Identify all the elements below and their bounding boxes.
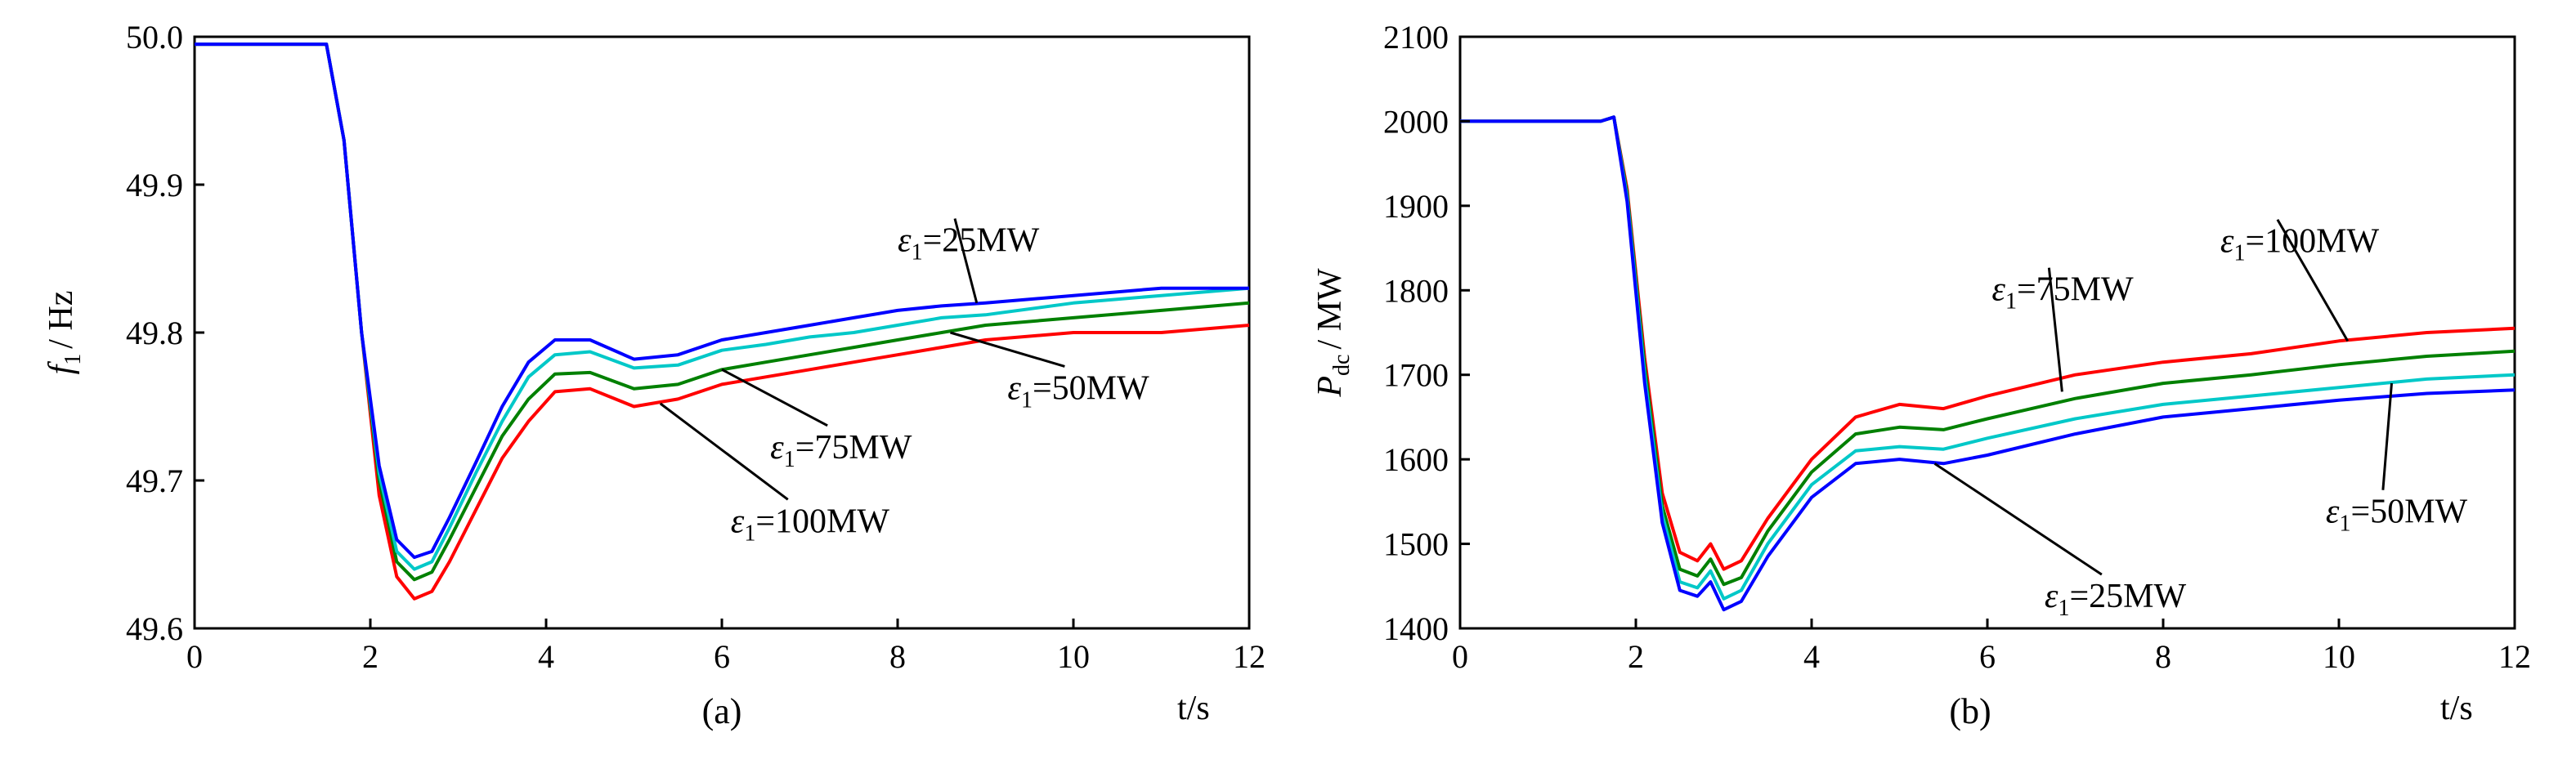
annotation-leader — [2047, 267, 2063, 392]
annotation-label: ε1=100MW — [2220, 223, 2380, 266]
ticks-layer-b: 0 2 4 6 8 10 12 1400 1500 1600 1700 1800 1900 2000 210… — [1383, 19, 2531, 675]
y-tick-label: 1400 — [1383, 610, 1449, 647]
y-tick-label: 1500 — [1383, 526, 1449, 563]
y-tick-label: 49.8 — [126, 315, 183, 351]
x-tick-label: 6 — [714, 638, 730, 675]
y-tick-label: 49.7 — [126, 462, 183, 499]
annotation-layer-a: ε1=25MW ε1=50MW ε1=75MW ε1=100MW — [659, 218, 1149, 546]
annotation-leader — [2381, 382, 2393, 490]
annotation-label: ε1=75MW — [770, 429, 912, 472]
x-axis-label-a: t/s — [1177, 690, 1210, 727]
chart-panel-b: 0 2 4 6 8 10 12 1400 1500 1600 1700 1800 1900 2000 210… — [1311, 19, 2531, 731]
y-axis-label-a: f1/ Hz — [43, 291, 86, 375]
series-line — [195, 42, 1249, 560]
annotation-leader — [1933, 462, 2103, 576]
series-line — [1460, 115, 2516, 612]
annotation-label: ε1=100MW — [731, 503, 890, 546]
y-tick-label: 1800 — [1383, 272, 1449, 309]
series-layer-a — [195, 42, 1250, 601]
series-layer-b — [1460, 115, 2516, 612]
x-tick-label: 10 — [2323, 638, 2355, 675]
x-tick-label: 6 — [1979, 638, 1996, 675]
annotation-label: ε1=50MW — [1007, 369, 1149, 413]
x-tick-label: 0 — [1452, 638, 1468, 675]
x-tick-label: 12 — [2498, 638, 2531, 675]
annotation-label: ε1=25MW — [2045, 578, 2187, 621]
x-tick-label: 4 — [538, 638, 554, 675]
annotation-layer-b: ε1=75MW ε1=100MW ε1=50MW ε1=25MW — [1933, 218, 2468, 621]
annotation-label: ε1=75MW — [1991, 271, 2134, 315]
x-tick-label: 2 — [362, 638, 379, 675]
annotation-leader — [950, 331, 1065, 368]
x-tick-label: 12 — [1233, 638, 1266, 675]
annotation-label: ε1=25MW — [898, 221, 1040, 265]
plot-frame-b — [1458, 35, 2516, 630]
y-axis-label-b: Pdc/ MW — [1311, 268, 1355, 398]
series-line — [195, 42, 1250, 601]
x-tick-label: 0 — [186, 638, 203, 675]
ticks-layer-a: 0 2 4 6 8 10 12 49.6 49.7 49.8 49.9 50.0 — [126, 19, 1266, 675]
y-tick-label: 49.6 — [126, 610, 183, 647]
y-tick-label: 2100 — [1383, 19, 1449, 56]
x-tick-label: 8 — [2155, 638, 2171, 675]
y-tick-label: 1700 — [1383, 357, 1449, 394]
annotation-leader — [659, 402, 789, 501]
x-tick-label: 2 — [1628, 638, 1644, 675]
x-tick-label: 10 — [1057, 638, 1090, 675]
x-axis-label-b: t/s — [2440, 690, 2473, 727]
annotation-leader — [2276, 218, 2350, 342]
y-tick-label: 50.0 — [126, 19, 183, 56]
annotation-leader — [953, 218, 979, 304]
y-tick-label: 1600 — [1383, 441, 1449, 478]
panel-label-a: (a) — [702, 691, 742, 731]
panel-label-b: (b) — [1949, 691, 1991, 731]
series-line — [195, 42, 1250, 571]
annotation-leader — [721, 368, 828, 427]
y-tick-label: 1900 — [1383, 188, 1449, 225]
y-tick-label: 49.9 — [126, 167, 183, 203]
annotation-label: ε1=50MW — [2326, 494, 2468, 537]
series-line — [195, 42, 1250, 582]
x-tick-label: 8 — [889, 638, 906, 675]
x-tick-label: 4 — [1803, 638, 1820, 675]
y-tick-label: 2000 — [1383, 103, 1449, 140]
